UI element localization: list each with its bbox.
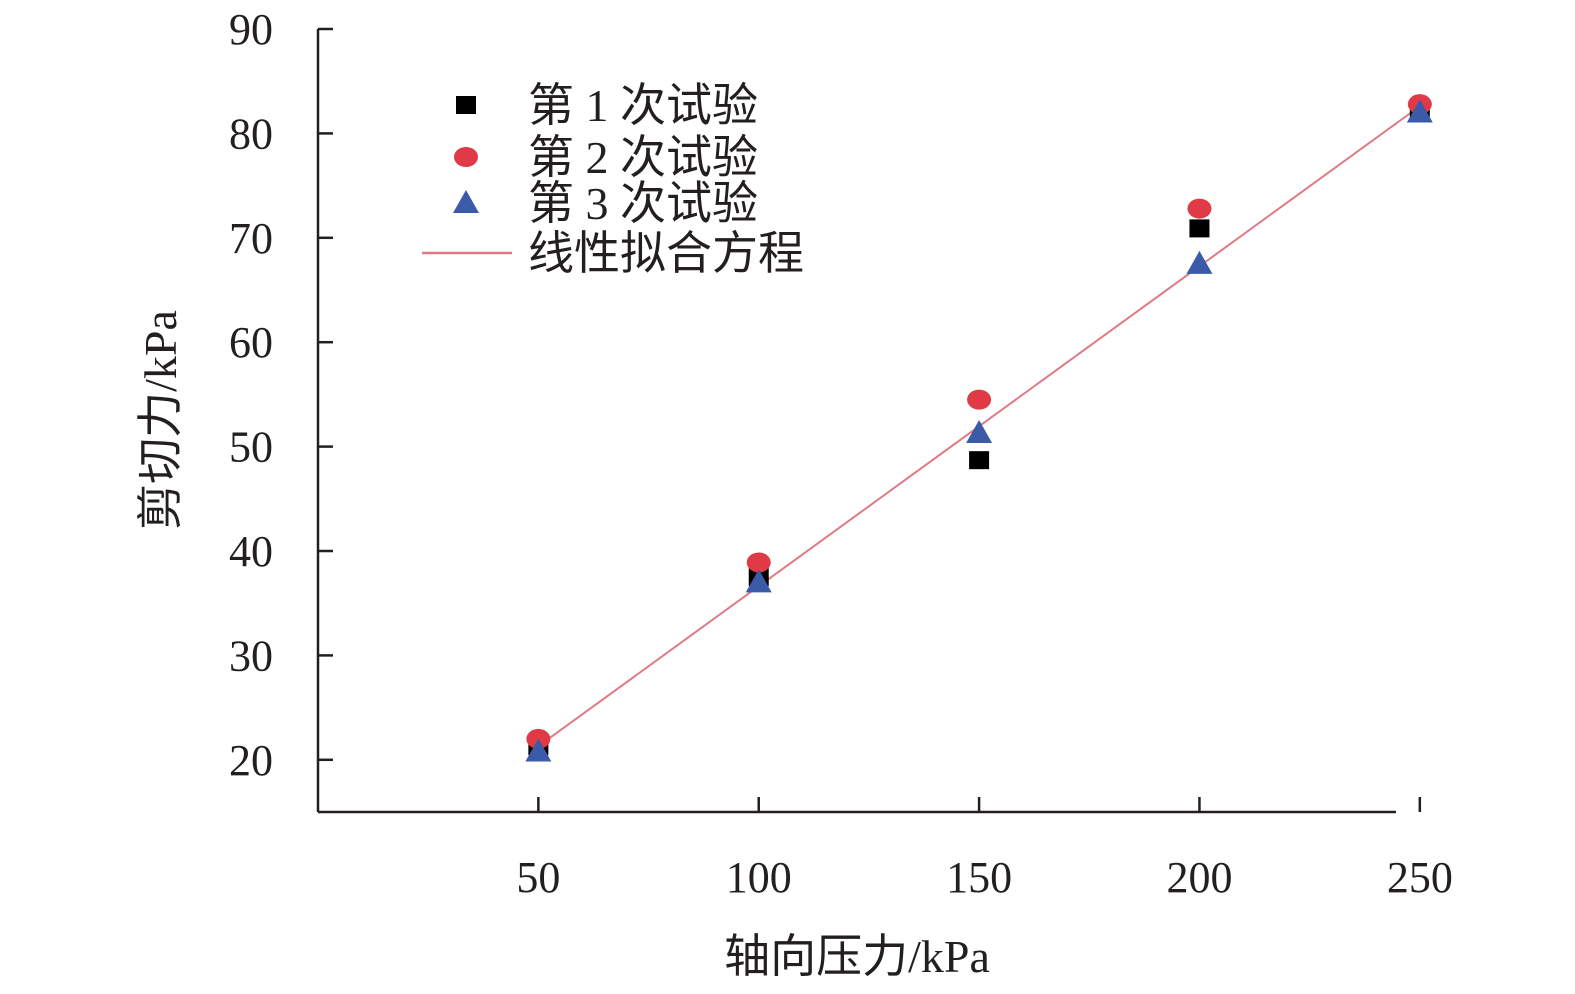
legend-marker-3 bbox=[453, 190, 479, 213]
series-3-point bbox=[525, 738, 552, 762]
y-tick-label: 50 bbox=[229, 423, 273, 472]
x-tick-label: 50 bbox=[516, 853, 560, 902]
y-tick-label: 60 bbox=[229, 318, 273, 367]
legend-label-3: 第 3 次试验 bbox=[528, 178, 758, 229]
series-3-point bbox=[1406, 99, 1433, 123]
x-axis-title: 轴向压力/kPa bbox=[724, 931, 990, 982]
y-tick-label: 90 bbox=[229, 5, 273, 54]
x-tick-label: 200 bbox=[1166, 853, 1232, 902]
series-3-point bbox=[1186, 250, 1213, 274]
data-points bbox=[525, 94, 1433, 762]
series-3-point bbox=[966, 420, 993, 444]
y-tick-label: 30 bbox=[229, 631, 273, 680]
series-2-point bbox=[746, 552, 771, 573]
x-tick-label: 100 bbox=[726, 853, 792, 902]
legend-marker-1 bbox=[456, 96, 476, 114]
y-axis-title: 剪切力/kPa bbox=[135, 310, 186, 530]
y-tick-label: 40 bbox=[229, 527, 273, 576]
series-2-point bbox=[967, 389, 992, 410]
legend-label-fit: 线性拟合方程 bbox=[528, 228, 804, 279]
y-tick-label: 70 bbox=[229, 214, 273, 263]
series-1-point bbox=[969, 451, 990, 470]
series-2-point bbox=[1187, 198, 1212, 219]
y-tick-label: 80 bbox=[229, 109, 273, 158]
legend-label-1: 第 1 次试验 bbox=[528, 80, 758, 131]
y-tick-label: 20 bbox=[229, 736, 273, 785]
legend-label-2: 第 2 次试验 bbox=[528, 132, 758, 183]
axes: 20 30 40 50 60 70 80 90 50 100 150 200 250 bbox=[229, 5, 1453, 902]
x-tick-label: 150 bbox=[946, 853, 1012, 902]
legend-marker-2 bbox=[454, 147, 478, 167]
series-1-point bbox=[1189, 219, 1210, 238]
x-tick-label: 250 bbox=[1387, 853, 1453, 902]
series-3-point bbox=[745, 569, 772, 593]
